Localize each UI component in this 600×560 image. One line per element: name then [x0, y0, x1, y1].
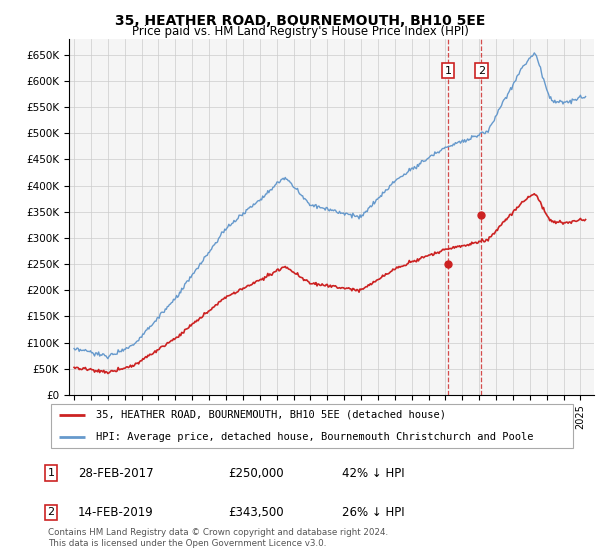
- Text: 2: 2: [478, 66, 485, 76]
- Text: 1: 1: [47, 468, 55, 478]
- Text: 42% ↓ HPI: 42% ↓ HPI: [342, 466, 404, 480]
- Text: 1: 1: [445, 66, 452, 76]
- Text: 35, HEATHER ROAD, BOURNEMOUTH, BH10 5EE (detached house): 35, HEATHER ROAD, BOURNEMOUTH, BH10 5EE …: [95, 410, 446, 420]
- Text: 26% ↓ HPI: 26% ↓ HPI: [342, 506, 404, 519]
- Text: HPI: Average price, detached house, Bournemouth Christchurch and Poole: HPI: Average price, detached house, Bour…: [95, 432, 533, 442]
- Text: Price paid vs. HM Land Registry's House Price Index (HPI): Price paid vs. HM Land Registry's House …: [131, 25, 469, 38]
- Text: £343,500: £343,500: [228, 506, 284, 519]
- Text: 14-FEB-2019: 14-FEB-2019: [78, 506, 154, 519]
- Text: £250,000: £250,000: [228, 466, 284, 480]
- Text: 35, HEATHER ROAD, BOURNEMOUTH, BH10 5EE: 35, HEATHER ROAD, BOURNEMOUTH, BH10 5EE: [115, 14, 485, 28]
- FancyBboxPatch shape: [50, 404, 574, 449]
- Text: 28-FEB-2017: 28-FEB-2017: [78, 466, 154, 480]
- Text: 2: 2: [47, 507, 55, 517]
- Text: Contains HM Land Registry data © Crown copyright and database right 2024.
This d: Contains HM Land Registry data © Crown c…: [48, 528, 388, 548]
